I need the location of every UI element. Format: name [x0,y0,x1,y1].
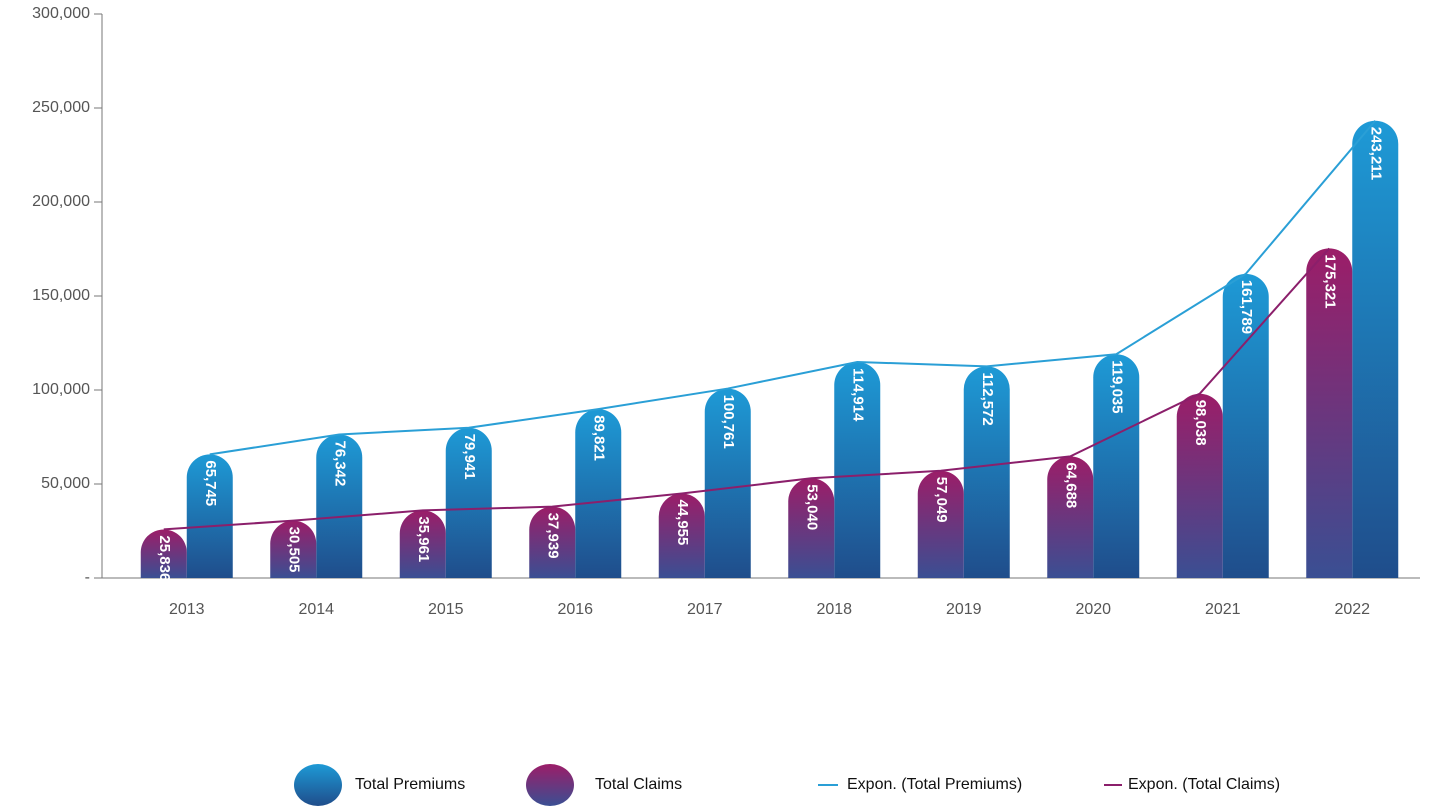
value-label: 119,035 [1108,360,1125,413]
value-label: 243,211 [1367,127,1384,180]
value-label: 44,955 [674,499,691,545]
value-label: 25,836 [156,535,173,581]
bar [1093,354,1140,578]
y-tick-label: 50,000 [41,475,90,492]
bar [399,510,446,578]
x-tick-label: 2022 [1334,601,1370,618]
x-tick-label: 2013 [169,601,205,618]
value-label: 114,914 [849,368,866,422]
bar [445,427,492,578]
bar [963,366,1010,578]
x-tick-label: 2016 [557,601,593,618]
bar [316,434,363,578]
x-tick-label: 2019 [946,601,982,618]
trend-line [209,120,1377,456]
bar [529,506,576,578]
y-tick-label: 150,000 [32,287,90,304]
y-tick-label: 200,000 [32,193,90,210]
x-tick-label: 2015 [428,601,464,618]
bar [575,409,622,578]
bar [186,454,233,578]
y-tick-label: 100,000 [32,381,90,398]
value-label: 79,941 [461,434,478,480]
value-label: 161,789 [1238,280,1255,334]
bar [917,470,964,578]
legend-swatch [526,764,574,806]
bar [140,529,187,578]
bar [1176,393,1223,578]
bar [1306,248,1353,578]
legend-label: Total Claims [595,776,682,793]
value-label: 175,321 [1321,254,1338,308]
x-tick-label: 2020 [1075,601,1111,618]
y-tick-label: 250,000 [32,99,90,116]
bar [270,520,317,578]
legend-swatch [294,764,342,806]
value-label: 30,505 [285,527,302,573]
bar [834,361,881,578]
value-label: 89,821 [590,415,607,461]
value-label: 35,961 [415,516,432,562]
bar [1047,456,1094,578]
x-tick-label: 2018 [816,601,852,618]
value-label: 65,745 [202,460,219,506]
legend-label: Expon. (Total Premiums) [847,776,1022,793]
value-label: 64,688 [1062,462,1079,508]
value-label: 100,761 [720,395,737,449]
value-label: 98,038 [1192,400,1209,446]
x-tick-label: 2014 [298,601,334,618]
y-tick-label: 300,000 [32,5,90,22]
bar [1222,273,1269,578]
x-tick-label: 2021 [1205,601,1241,618]
bar [704,388,751,578]
bar [658,493,705,578]
value-label: 37,939 [544,513,561,559]
bar [1352,120,1399,578]
value-label: 53,040 [803,484,820,530]
legend-label: Total Premiums [355,776,465,793]
value-label: 112,572 [979,372,996,425]
legend-label: Expon. (Total Claims) [1128,776,1280,793]
value-label: 57,049 [933,477,950,523]
y-tick-label: - [85,569,90,586]
x-tick-label: 2017 [687,601,723,618]
value-label: 76,342 [331,440,348,486]
bar [788,478,835,578]
trend-line [163,247,1330,531]
